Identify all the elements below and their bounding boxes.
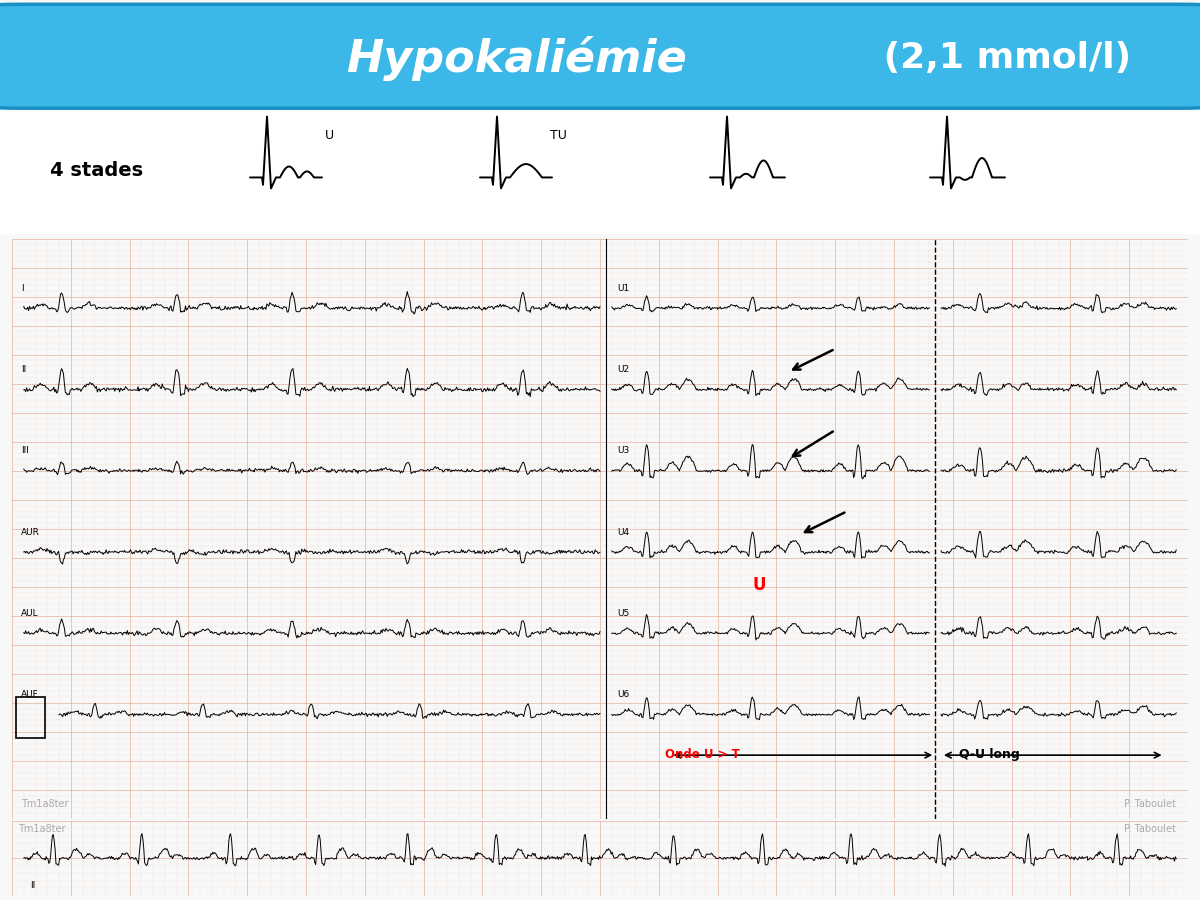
Text: Q-U long: Q-U long: [959, 748, 1020, 761]
Text: U: U: [325, 129, 334, 142]
Text: TU: TU: [550, 129, 566, 142]
FancyBboxPatch shape: [0, 4, 1200, 108]
Text: Hypokaliémie: Hypokaliémie: [347, 36, 688, 81]
Text: I: I: [22, 284, 24, 292]
Text: U3: U3: [618, 446, 630, 455]
Text: AUF: AUF: [22, 690, 40, 699]
Text: III: III: [22, 446, 29, 455]
Text: P. Taboulet: P. Taboulet: [1124, 799, 1176, 809]
Text: U6: U6: [618, 690, 630, 699]
Bar: [16, 698, 44, 738]
Text: U: U: [752, 576, 766, 594]
Text: U2: U2: [618, 365, 630, 374]
Text: U4: U4: [618, 527, 630, 536]
Text: Tm1a8ter: Tm1a8ter: [22, 799, 68, 809]
Text: II: II: [30, 881, 35, 890]
Text: Onde U > T: Onde U > T: [665, 748, 739, 761]
Text: U5: U5: [618, 608, 630, 617]
Text: AUL: AUL: [22, 608, 40, 617]
Text: AUR: AUR: [22, 527, 41, 536]
Text: 4 stades: 4 stades: [50, 161, 143, 180]
Text: (2,1 mmol/l): (2,1 mmol/l): [871, 41, 1130, 75]
Text: P. Taboulet: P. Taboulet: [1124, 824, 1176, 834]
Text: U1: U1: [618, 284, 630, 292]
Text: II: II: [22, 365, 26, 374]
Text: Tm1a8ter: Tm1a8ter: [18, 824, 65, 834]
